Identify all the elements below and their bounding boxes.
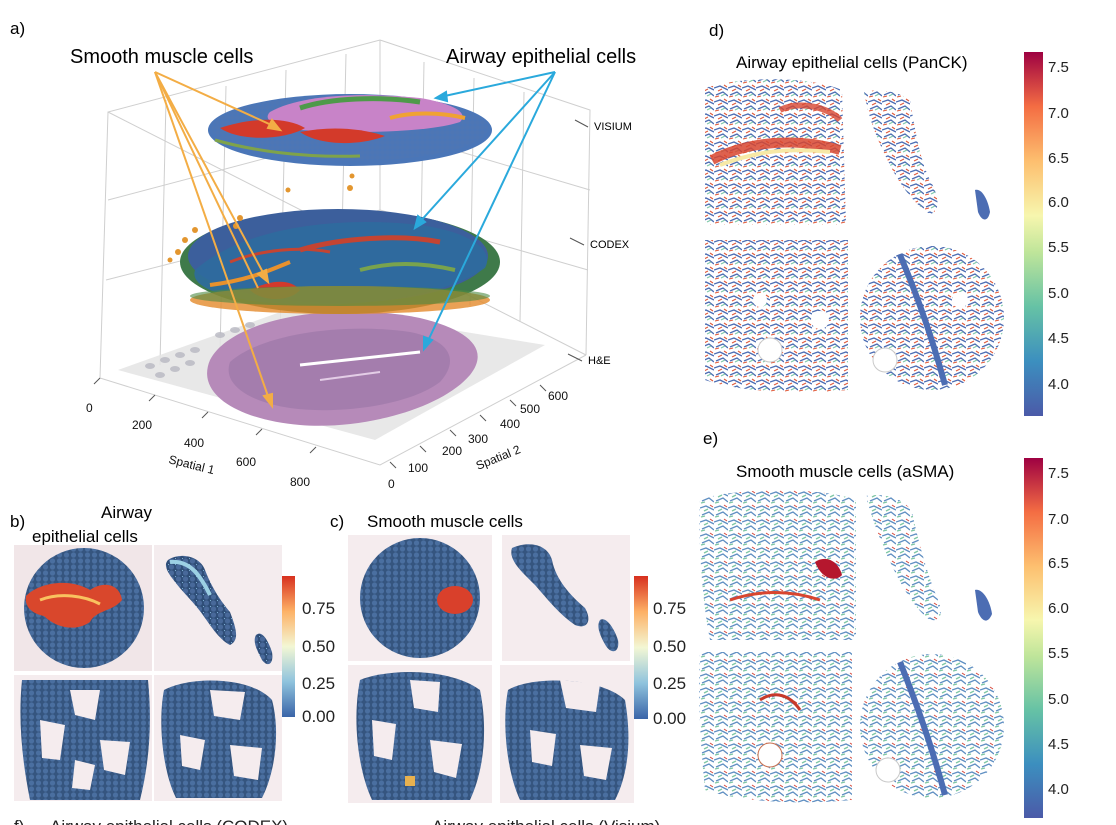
e-tile-3 [699,652,852,803]
e-cb-tick-40: 4.0 [1048,781,1069,798]
d-cb-tick-70: 7.0 [1048,105,1069,122]
c-cb-tick-025: 0.25 [653,674,686,693]
panel-a: a) [10,19,636,491]
panel-b: b) Airway epithelial cells 0.75 0.50 0.2… [10,503,335,801]
y-tick-0: 0 [388,477,395,491]
y-tick-600: 600 [548,389,568,403]
layer-label-he: H&E [588,355,611,367]
codex-layer [167,173,500,314]
panel-f: f) Airway epithelial cells (CODEX) Airwa… [14,817,660,825]
x-tick-400: 400 [184,436,204,450]
panel-f-title-right: Airway epithelial cells (Visium) [432,817,660,825]
panel-b-title-line1: Airway [101,503,153,522]
b-colorbar [282,576,295,717]
smooth-muscle-arrows [154,71,283,409]
e-cb-tick-60: 6.0 [1048,600,1069,617]
layer-label-visium: VISIUM [594,121,632,133]
panel-e-label: e) [703,429,718,448]
x-tick-0: 0 [86,401,93,415]
visium-layer [208,94,492,166]
b-tile-1-hotspot [25,582,122,628]
d-tile-2 [864,90,938,214]
panel-f-title-left: Airway epithelial cells (CODEX) [50,817,288,825]
panel-a-label: a) [10,19,25,38]
c-cb-tick-075: 0.75 [653,599,686,618]
e-tile-1 [699,490,856,640]
panel-b-title-line2: epithelial cells [32,527,138,546]
x-tick-200: 200 [132,418,152,432]
e-cb-tick-45: 4.5 [1048,736,1069,753]
d-cb-tick-65: 6.5 [1048,150,1069,167]
e-tile-2 [866,494,941,621]
axis-tick-marks [93,377,547,469]
e-cb-tick-50: 5.0 [1048,691,1069,708]
panel-d: d) Airway epithelial cells (PanCK) 7.5 7… [705,21,1069,416]
x-tick-800: 800 [290,475,310,489]
d-tile-4 [860,246,1004,390]
x-axis-label: Spatial 1 [167,452,216,477]
panel-c: c) Smooth muscle cells 0.75 0.50 0.25 0.… [330,512,686,803]
c-cb-tick-050: 0.50 [653,637,686,656]
d-cb-tick-55: 5.5 [1048,239,1069,256]
x-tick-600: 600 [236,455,256,469]
c-cb-tick-000: 0.00 [653,709,686,728]
panel-e: e) Smooth muscle cells (aSMA) 7.5 7.0 6.… [699,429,1069,818]
d-cb-tick-50: 5.0 [1048,285,1069,302]
callout-smooth-muscle: Smooth muscle cells [70,46,253,68]
y-axis-label: Spatial 2 [474,442,523,473]
d-colorbar [1024,52,1043,416]
b-cb-tick-025: 0.25 [302,674,335,693]
layer-label-codex: CODEX [590,239,630,251]
e-cb-tick-70: 7.0 [1048,511,1069,528]
panel-e-title: Smooth muscle cells (aSMA) [736,462,954,481]
e-cb-tick-75: 7.5 [1048,465,1069,482]
d-cb-tick-45: 4.5 [1048,330,1069,347]
panel-c-label: c) [330,512,344,531]
c-colorbar [634,576,648,719]
e-cb-tick-55: 5.5 [1048,645,1069,662]
y-tick-200: 200 [442,444,462,458]
airway-epithelial-arrows [413,71,556,352]
d-cb-tick-75: 7.5 [1048,59,1069,76]
panel-f-label: f) [14,817,24,825]
callout-airway-epithelial: Airway epithelial cells [446,46,636,68]
y-tick-100: 100 [408,461,428,475]
panel-c-title: Smooth muscle cells [367,512,523,531]
y-tick-500: 500 [520,402,540,416]
d-tile-3 [705,240,848,393]
e-cb-tick-65: 6.5 [1048,555,1069,572]
b-cb-tick-000: 0.00 [302,707,335,726]
panel-d-label: d) [709,21,724,40]
b-cb-tick-050: 0.50 [302,637,335,656]
e-colorbar [1024,458,1043,818]
panel-d-title: Airway epithelial cells (PanCK) [736,53,967,72]
panel-b-label: b) [10,512,25,531]
d-cb-tick-40: 4.0 [1048,376,1069,393]
d-cb-tick-60: 6.0 [1048,194,1069,211]
he-layer [118,305,545,440]
y-tick-400: 400 [500,417,520,431]
y-tick-300: 300 [468,432,488,446]
b-cb-tick-075: 0.75 [302,599,335,618]
